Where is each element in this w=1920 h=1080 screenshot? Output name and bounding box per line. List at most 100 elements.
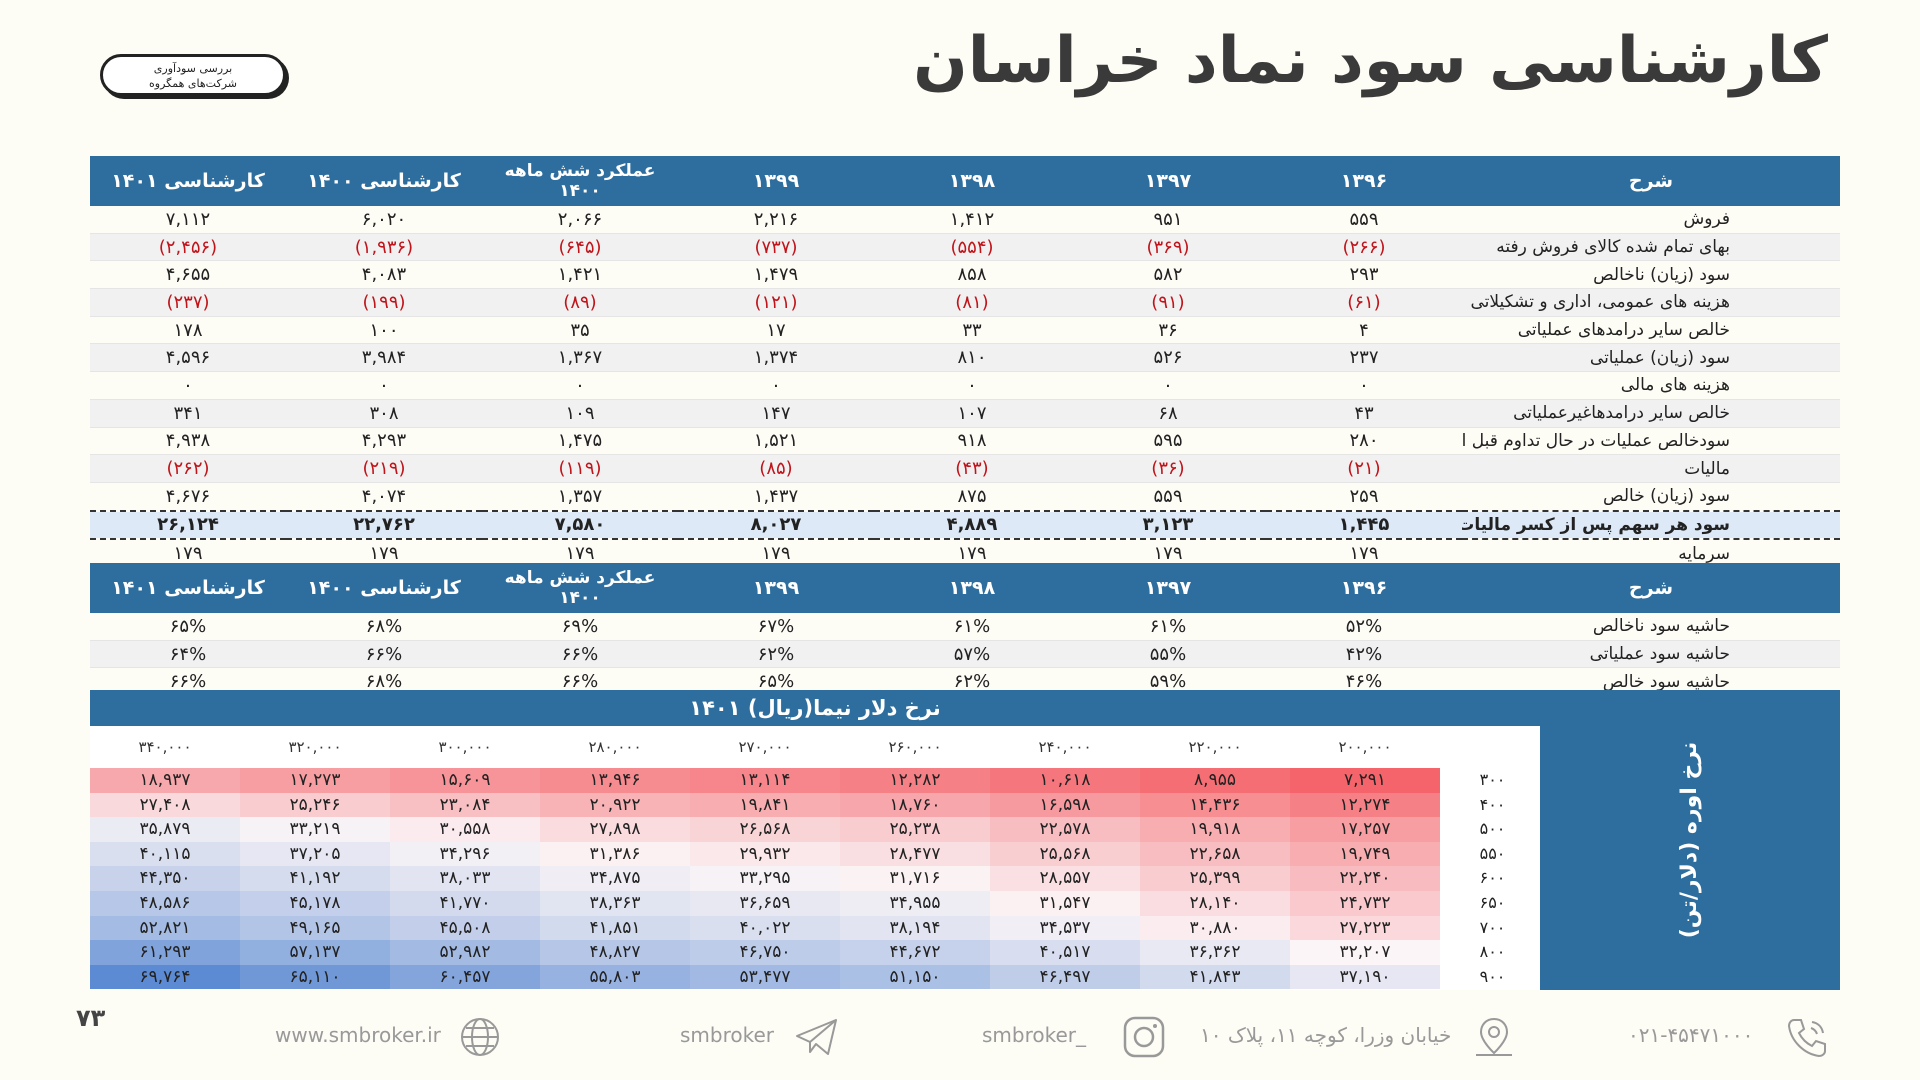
table-cell: ۷,۱۱۲ <box>90 206 286 234</box>
table-cell: ۲۲,۷۶۲ <box>286 509 482 541</box>
sensitivity-cell: ۴۵,۵۰۸ <box>390 915 540 941</box>
sensitivity-cell: ۱۷,۲۷۳ <box>240 768 390 793</box>
footer-telegram[interactable]: smbroker <box>680 1010 840 1060</box>
sensitivity-cell: ۳۷,۲۰۵ <box>240 841 390 867</box>
table-cell: (۸۵) <box>678 454 874 483</box>
table-cell: ۶۶% <box>482 640 678 669</box>
table-cell: ۱۷۸ <box>90 316 286 345</box>
sensitivity-cell: ۳۰,۸۸۰ <box>1140 915 1290 941</box>
row-axis-panel: نرخ اوره (دلار/تن) <box>1540 690 1840 990</box>
table-cell: (۶۴۵) <box>482 233 678 262</box>
section-badge: بررسی سودآوری شرکت‌های همگروه <box>100 54 286 96</box>
table-row: ۱۷۸ ۱۰۰ ۳۵ ۱۷ ۳۳ ۳۶ ۴ خالص سایر درامدهای عملیات… <box>90 316 1840 345</box>
table-cell: ۱,۵۲۱ <box>678 427 874 456</box>
footer-instagram[interactable]: smbroker_ <box>982 1010 1166 1060</box>
table-cell: ۲,۲۱۶ <box>678 206 874 234</box>
table-cell: ۵۲۶ <box>1070 343 1266 373</box>
row-label: حاشیه سود عملیاتی <box>1462 640 1840 669</box>
telegram-text: smbroker <box>680 1023 775 1047</box>
sensitivity-cell: ۱۳,۱۱۴ <box>690 768 840 793</box>
sensitivity-cell: ۷,۲۹۱ <box>1290 768 1440 793</box>
sensitivity-cell: ۲۸,۴۷۷ <box>840 841 990 867</box>
urea-rate-row-label: ۵۵۰ <box>1479 843 1506 863</box>
sensitivity-cell: ۲۷,۸۹۸ <box>540 817 690 842</box>
column-header-period: ۱۳۹۷ <box>1070 563 1266 613</box>
instagram-text: smbroker_ <box>982 1023 1087 1047</box>
table-cell: ۶۹% <box>482 613 678 641</box>
footer-website[interactable]: www.smbroker.ir <box>275 1010 501 1060</box>
table-cell: ۲۵۹ <box>1266 482 1462 512</box>
table-row: ۶۵% ۶۸% ۶۹% ۶۷% ۶۱% ۶۱% ۵۲% حاشیه سود ناخالص <box>90 613 1840 641</box>
table-cell: ۱۰۹ <box>482 399 678 428</box>
table-cell: (۹۱) <box>1070 288 1266 317</box>
sensitivity-cell: ۲۲,۵۷۸ <box>990 817 1140 842</box>
table-cell: (۴۳) <box>874 454 1070 483</box>
badge-line-2: شرکت‌های همگروه <box>149 77 237 90</box>
sensitivity-cell: ۴۰,۵۱۷ <box>990 940 1140 965</box>
profit-margin-table: کارشناسی ۱۴۰۱ کارشناسی ۱۴۰۰ عملکرد شش ماهه… <box>90 563 1840 697</box>
footer-phone[interactable]: ۰۲۱-۴۵۴۷۱۰۰۰ <box>1628 1010 1830 1060</box>
table-cell: ۹۱۸ <box>874 427 1070 456</box>
table-cell: ۴,۶۷۶ <box>90 482 286 512</box>
sensitivity-cell: ۱۹,۹۱۸ <box>1140 817 1290 842</box>
sensitivity-cell: ۲۵,۵۶۸ <box>990 841 1140 867</box>
sensitivity-cell: ۱۲,۲۷۴ <box>1290 792 1440 818</box>
telegram-icon <box>796 1018 838 1055</box>
row-label: مالیات <box>1462 454 1840 483</box>
table-cell: ۰ <box>482 371 678 400</box>
table-cell: ۴,۵۹۶ <box>90 343 286 373</box>
sensitivity-cell: ۲۰,۹۲۲ <box>540 792 690 818</box>
table-cell: ۵۵% <box>1070 640 1266 669</box>
table-cell: (۲۱) <box>1266 454 1462 483</box>
dollar-rate-column: ۳۲۰,۰۰۰ <box>288 738 342 756</box>
table-cell: ۲۳۷ <box>1266 343 1462 373</box>
sensitivity-cell: ۶۱,۲۹۳ <box>90 940 240 965</box>
sensitivity-cell: ۴۸,۵۸۶ <box>90 891 240 916</box>
sensitivity-cell: ۱۸,۷۶۰ <box>840 792 990 818</box>
sensitivity-cell: ۱۹,۷۴۹ <box>1290 841 1440 867</box>
phone-text: ۰۲۱-۴۵۴۷۱۰۰۰ <box>1628 1023 1754 1047</box>
table-row: ۴,۹۳۸ ۴,۲۹۳ ۱,۴۷۵ ۱,۵۲۱ ۹۱۸ ۵۹۵ ۲۸۰ سودخالص عمل… <box>90 427 1840 456</box>
profit-margin-header: کارشناسی ۱۴۰۱ کارشناسی ۱۴۰۰ عملکرد شش ماهه… <box>90 563 1840 613</box>
column-header-period: ۱۳۹۸ <box>874 156 1070 206</box>
row-label: سود (زیان) خالص <box>1462 482 1840 512</box>
table-cell: ۱۴۷ <box>678 399 874 428</box>
table-row: ۲۶,۱۲۴ ۲۲,۷۶۲ ۷,۵۸۰ ۸,۰۲۷ ۴,۸۸۹ ۳,۱۲۳ ۱,۴۴۵ سود… <box>90 509 1840 541</box>
sensitivity-cell: ۱۳,۹۴۶ <box>540 768 690 793</box>
urea-rate-row-label: ۵۰۰ <box>1479 819 1506 839</box>
table-cell: ۴,۰۸۳ <box>286 260 482 290</box>
sensitivity-cell: ۳۴,۹۵۵ <box>840 891 990 916</box>
sensitivity-grid: ۱۸,۹۳۷ ۱۷,۲۷۳ ۱۵,۶۰۹ ۱۳,۹۴۶ ۱۳,۱۱۴ ۱۲,۲۸۲ ۱۰,۶… <box>90 768 1540 990</box>
sensitivity-cell: ۲۲,۶۵۸ <box>1140 841 1290 867</box>
sensitivity-cell: ۳۸,۳۶۳ <box>540 891 690 916</box>
table-cell: ۵۵۹ <box>1266 206 1462 234</box>
sensitivity-cell: ۳۶,۳۶۲ <box>1140 940 1290 965</box>
page-number: ۷۳ <box>76 1004 106 1032</box>
table-cell: ۱,۴۷۹ <box>678 260 874 290</box>
table-cell: ۲۸۰ <box>1266 427 1462 456</box>
column-header-period: ۱۳۹۷ <box>1070 156 1266 206</box>
table-cell: ۶,۰۲۰ <box>286 206 482 234</box>
sensitivity-cell: ۲۵,۲۳۸ <box>840 817 990 842</box>
table-cell: (۳۶۹) <box>1070 233 1266 262</box>
sensitivity-cell: ۱۵,۶۰۹ <box>390 768 540 793</box>
table-cell: ۰ <box>678 371 874 400</box>
table-cell: ۳۶ <box>1070 316 1266 345</box>
sensitivity-cell: ۳۸,۱۹۴ <box>840 915 990 941</box>
table-cell: ۳۳ <box>874 316 1070 345</box>
table-cell: ۶۴% <box>90 640 286 669</box>
sensitivity-cell: ۱۶,۵۹۸ <box>990 792 1140 818</box>
table-cell: ۴,۶۵۵ <box>90 260 286 290</box>
column-header-period: ۱۳۹۹ <box>678 156 874 206</box>
table-cell: ۲۹۳ <box>1266 260 1462 290</box>
footer-address: خیابان وزرا، کوچه ۱۱، پلاک ۱۰ <box>1200 1010 1516 1060</box>
sensitivity-cell: ۵۵,۸۰۳ <box>540 964 690 990</box>
row-axis-label: نرخ اوره (دلار/تن) <box>1677 741 1702 939</box>
table-row: ۶۴% ۶۶% ۶۶% ۶۲% ۵۷% ۵۵% ۴۲% حاشیه سود عملیاتی <box>90 640 1840 669</box>
sensitivity-cell: ۱۷,۲۵۷ <box>1290 817 1440 842</box>
column-header-period: عملکرد شش ماهه ۱۴۰۰ <box>482 156 678 206</box>
sensitivity-cell: ۳۱,۵۴۷ <box>990 891 1140 916</box>
sensitivity-cell: ۲۹,۹۳۲ <box>690 841 840 867</box>
table-row: ۳۴۱ ۳۰۸ ۱۰۹ ۱۴۷ ۱۰۷ ۶۸ ۴۳ خالص سایر درامدهاغیرع… <box>90 399 1840 428</box>
sensitivity-cell: ۱۰,۶۱۸ <box>990 768 1140 793</box>
